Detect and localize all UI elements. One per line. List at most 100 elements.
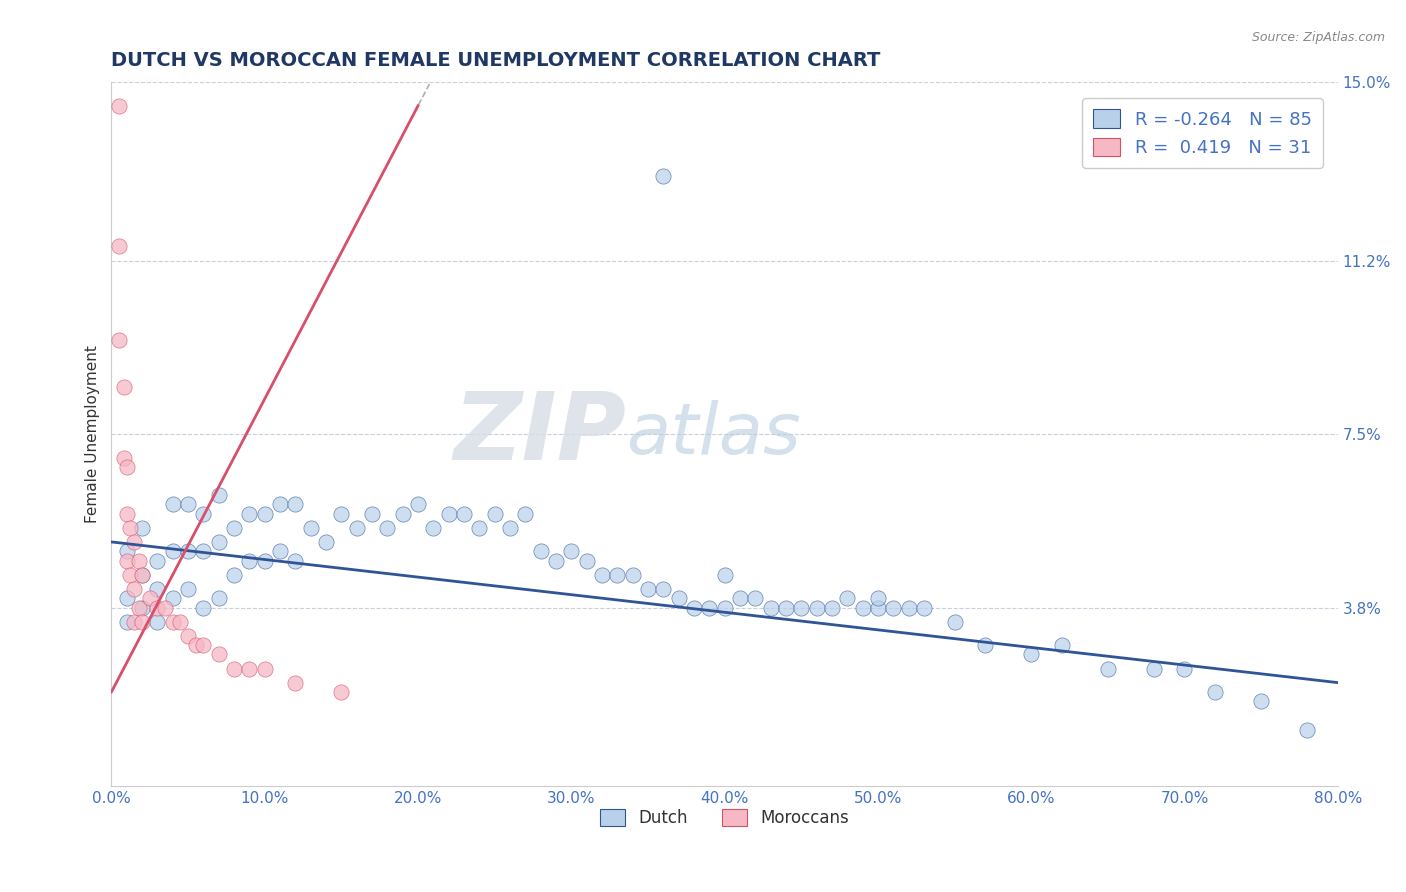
Point [269, 497, 291, 511]
Point [346, 521, 368, 535]
Point [128, 554, 150, 568]
Point [115, 591, 138, 606]
Point [299, 521, 322, 535]
Point [222, 567, 245, 582]
Point [912, 600, 935, 615]
Point [330, 685, 353, 699]
Point [1143, 661, 1166, 675]
Point [162, 497, 184, 511]
Point [1173, 661, 1195, 675]
Point [652, 169, 675, 183]
Text: ZIP: ZIP [454, 388, 627, 480]
Point [177, 544, 200, 558]
Point [124, 535, 146, 549]
Point [177, 582, 200, 596]
Point [1296, 723, 1319, 737]
Point [575, 554, 598, 568]
Point [759, 600, 782, 615]
Point [882, 600, 904, 615]
Point [697, 600, 720, 615]
Point [775, 600, 797, 615]
Point [806, 600, 828, 615]
Point [269, 544, 291, 558]
Point [238, 661, 260, 675]
Point [284, 554, 307, 568]
Point [866, 591, 889, 606]
Point [112, 450, 135, 465]
Legend: Dutch, Moroccans: Dutch, Moroccans [593, 802, 855, 834]
Point [118, 567, 141, 582]
Point [1019, 648, 1042, 662]
Point [146, 615, 169, 629]
Point [169, 615, 191, 629]
Point [560, 544, 582, 558]
Point [468, 521, 491, 535]
Point [115, 554, 138, 568]
Point [146, 600, 169, 615]
Point [131, 567, 153, 582]
Point [193, 638, 215, 652]
Point [652, 582, 675, 596]
Point [851, 600, 873, 615]
Point [284, 675, 307, 690]
Point [238, 507, 260, 521]
Point [621, 567, 644, 582]
Point [606, 567, 628, 582]
Point [406, 497, 429, 511]
Point [162, 591, 184, 606]
Point [128, 600, 150, 615]
Point [124, 582, 146, 596]
Point [118, 521, 141, 535]
Point [375, 521, 398, 535]
Point [222, 661, 245, 675]
Text: atlas: atlas [627, 400, 801, 468]
Point [193, 507, 215, 521]
Point [131, 615, 153, 629]
Point [361, 507, 384, 521]
Point [683, 600, 706, 615]
Point [713, 600, 735, 615]
Point [391, 507, 413, 521]
Point [222, 521, 245, 535]
Point [821, 600, 844, 615]
Point [484, 507, 506, 521]
Point [253, 507, 276, 521]
Point [112, 380, 135, 394]
Point [530, 544, 553, 558]
Point [115, 507, 138, 521]
Point [713, 567, 735, 582]
Point [499, 521, 522, 535]
Point [897, 600, 920, 615]
Point [284, 497, 307, 511]
Point [108, 239, 131, 253]
Point [146, 554, 169, 568]
Point [193, 544, 215, 558]
Point [1050, 638, 1073, 652]
Point [131, 600, 153, 615]
Point [253, 661, 276, 675]
Y-axis label: Female Unemployment: Female Unemployment [86, 345, 100, 523]
Point [637, 582, 659, 596]
Point [193, 600, 215, 615]
Point [208, 488, 231, 502]
Point [1204, 685, 1226, 699]
Point [162, 615, 184, 629]
Point [108, 99, 131, 113]
Point [177, 497, 200, 511]
Point [115, 544, 138, 558]
Point [315, 535, 337, 549]
Point [131, 567, 153, 582]
Point [1097, 661, 1119, 675]
Point [790, 600, 813, 615]
Point [515, 507, 537, 521]
Point [208, 591, 231, 606]
Point [1250, 694, 1272, 708]
Point [330, 507, 353, 521]
Text: DUTCH VS MOROCCAN FEMALE UNEMPLOYMENT CORRELATION CHART: DUTCH VS MOROCCAN FEMALE UNEMPLOYMENT CO… [111, 51, 880, 70]
Point [124, 615, 146, 629]
Point [177, 629, 200, 643]
Point [208, 535, 231, 549]
Point [943, 615, 966, 629]
Point [591, 567, 613, 582]
Point [253, 554, 276, 568]
